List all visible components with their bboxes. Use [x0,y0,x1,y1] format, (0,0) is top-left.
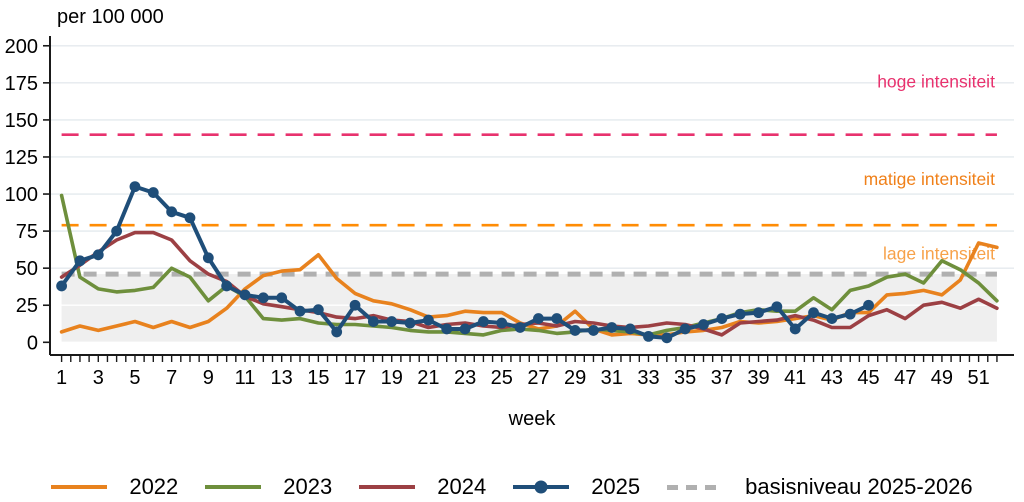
legend-label-2025: 2025 [591,474,641,499]
y-axis-title: per 100 000 [57,6,164,28]
legend-swatch-2022 [51,485,108,489]
svg-text:43: 43 [821,367,843,389]
svg-text:0: 0 [27,332,38,354]
svg-text:3: 3 [93,367,104,389]
legend-label-2024: 2024 [437,474,487,499]
legend-label-2022: 2022 [129,474,179,499]
svg-text:15: 15 [307,367,329,389]
svg-text:17: 17 [344,367,366,389]
svg-text:27: 27 [527,367,549,389]
svg-text:21: 21 [417,367,439,389]
svg-text:1: 1 [56,367,67,389]
svg-text:49: 49 [931,367,953,389]
svg-text:37: 37 [711,367,733,389]
svg-text:29: 29 [564,367,586,389]
svg-text:47: 47 [894,367,916,389]
legend-label-2023: 2023 [283,474,333,499]
svg-text:100: 100 [5,184,38,206]
svg-text:35: 35 [674,367,696,389]
legend-item-2023: 2023 [205,474,332,500]
svg-text:25: 25 [16,295,38,317]
svg-text:5: 5 [129,367,140,389]
legend-label-basisniveau: basisniveau 2025-2026 [745,474,973,499]
svg-text:175: 175 [5,73,38,95]
svg-text:200: 200 [5,36,38,58]
svg-text:51: 51 [967,367,989,389]
x-axis-title: week [508,408,556,430]
legend-item-2022: 2022 [51,474,178,500]
zone-label: hoge intensiteit [877,71,995,91]
svg-text:41: 41 [784,367,806,389]
svg-text:9: 9 [203,367,214,389]
zone-label: lage intensiteit [883,243,995,263]
svg-text:45: 45 [857,367,879,389]
svg-text:39: 39 [747,367,769,389]
svg-text:125: 125 [5,147,38,169]
svg-text:75: 75 [16,221,38,243]
svg-text:13: 13 [271,367,293,389]
svg-text:11: 11 [235,367,256,389]
legend-swatch-2023 [205,485,262,489]
legend-swatch-2025 [513,480,570,494]
svg-text:25: 25 [491,367,513,389]
svg-text:7: 7 [166,367,177,389]
legend-item-2024: 2024 [359,474,486,500]
svg-text:23: 23 [454,367,476,389]
svg-text:31: 31 [601,367,623,389]
legend-marker-dot [534,480,548,494]
chart-legend: 2022 2023 2024 2025 basisniveau 2025-202… [0,472,1024,502]
svg-text:19: 19 [381,367,403,389]
legend-item-2025: 2025 [513,474,640,500]
legend-swatch-2024 [359,485,416,489]
legend-swatch-basisniveau [667,484,724,490]
legend-item-basisniveau: basisniveau 2025-2026 [667,474,973,500]
svg-text:50: 50 [16,258,38,280]
svg-text:150: 150 [5,110,38,132]
svg-text:33: 33 [637,367,659,389]
zone-label: matige intensiteit [864,169,995,189]
